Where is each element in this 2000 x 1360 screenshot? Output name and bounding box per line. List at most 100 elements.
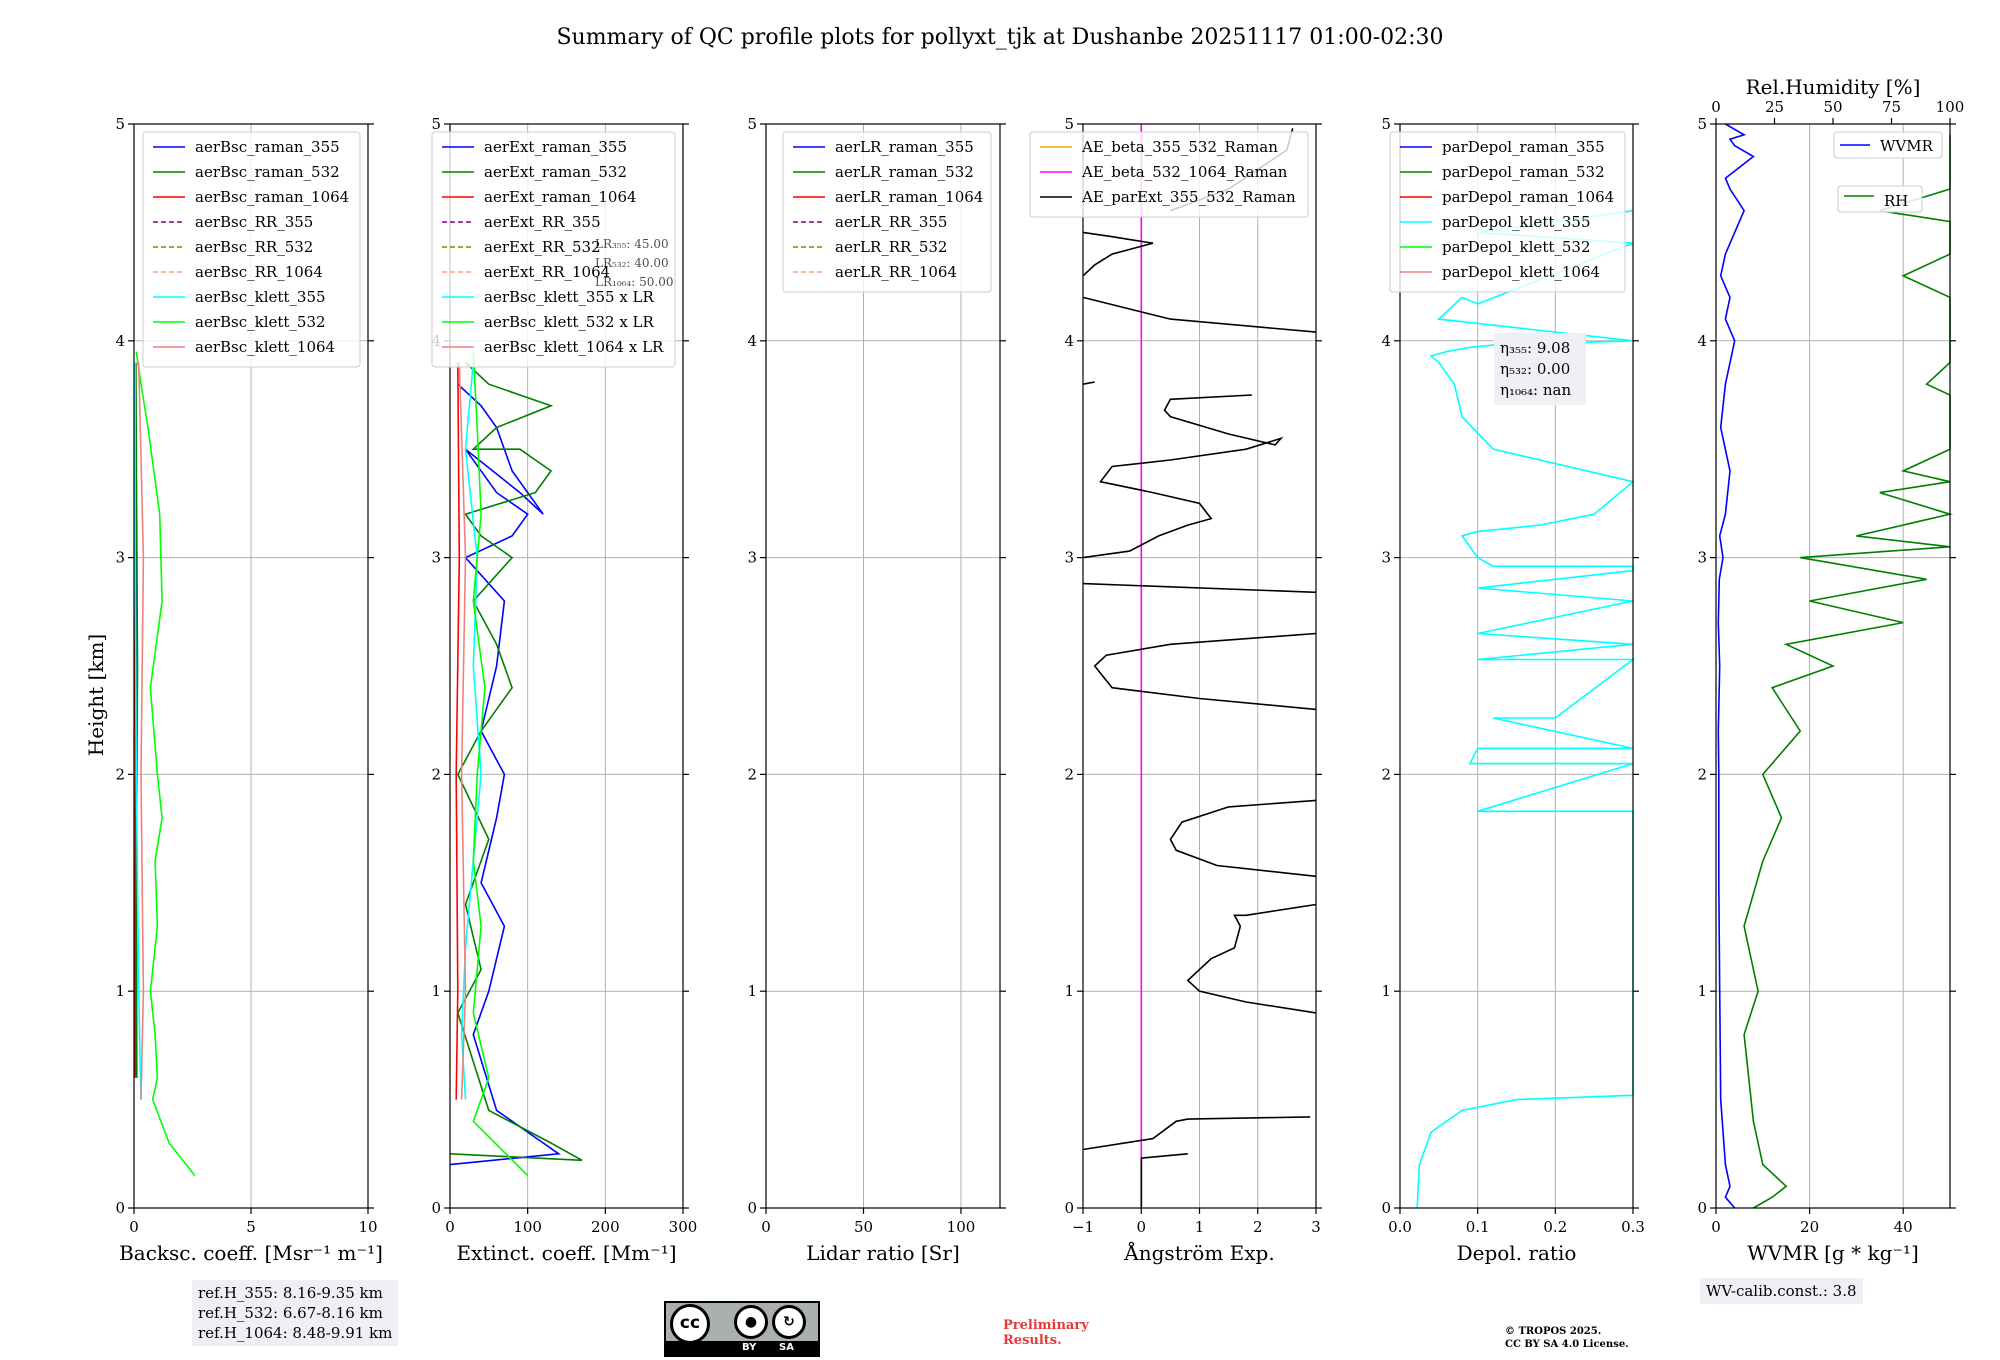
legend-entry: aerLR_raman_355 [835,138,974,156]
series-line-AE_parExt_355_532_Raman [1082,381,1095,385]
series-line-RH [1743,134,1954,1209]
series-line-aerBsc_klett_1064 x LR [458,362,467,1100]
axes-frame [765,123,1001,1209]
x-tick-label: 2 [1253,1218,1263,1236]
legend-entry: parDepol_raman_355 [1442,138,1605,156]
legend-entry: aerBsc_RR_355 [195,213,313,231]
legend-entry: aerLR_RR_1064 [835,263,957,281]
legend-box [431,131,676,368]
copyright-line-1: © TROPOS 2025. [1505,1326,1602,1337]
series-line-aerBsc_raman_532 [135,362,139,1078]
copyright-line-2: CC BY SA 4.0 License. [1505,1339,1629,1350]
series-line-aerBsc_klett_355 x LR [460,362,482,1100]
x-tick-label: 3 [1311,1218,1321,1236]
x-axis-label: Depol. ratio [1457,1241,1577,1265]
legend: aerExt_raman_355 aerExt_raman_532 aerExt_r… [431,131,676,368]
y-tick-label: 1 [1381,982,1391,1000]
legend-entry: aerLR_RR_532 [835,238,947,256]
attribution-person-icon: ● [734,1305,768,1339]
y-tick-label: 2 [431,765,441,783]
legend-entry: aerExt_RR_355 [484,213,601,231]
top-x-tick-label: 75 [1882,98,1901,116]
license-by-label: BY [742,1342,757,1353]
y-tick-label: 3 [1697,549,1707,567]
y-tick-label: 1 [1064,982,1074,1000]
x-tick-label: 40 [1894,1218,1913,1236]
ref-height-355: ref.H_355: 8.16-9.35 km [198,1284,383,1302]
legend-entry: aerExt_raman_1064 [484,188,637,206]
x-tick-label: 5 [246,1218,256,1236]
y-tick-label: 2 [1697,765,1707,783]
legend-entry: aerBsc_klett_1064 x LR [484,338,664,356]
x-tick-label: −1 [1072,1218,1094,1236]
cc-logo-icon: cc [670,1304,710,1344]
series-line-AE_parExt_355_532_Raman [1082,1116,1311,1151]
panel-extinction: 0123450100200300Extinct. coeff. [Mm⁻¹]ae… [431,115,697,1265]
legend-entry: aerBsc_raman_355 [195,138,340,156]
eta-label: η₃₅₅: 9.08 [1500,339,1570,357]
preliminary-line-2: Results. [1003,1333,1062,1348]
x-tick-label: 0 [445,1218,455,1236]
top-x-tick-label: 25 [1765,98,1784,116]
series-line-AE_parExt_355_532_Raman [1140,1153,1188,1208]
legend-box [1833,131,1943,159]
x-tick-label: 20 [1800,1218,1819,1236]
series-line-aerBsc_klett_355 [134,362,142,1100]
legend-entry: aerBsc_raman_1064 [195,188,349,206]
top-x-tick-label: 50 [1823,98,1842,116]
y-tick-label: 5 [115,115,125,133]
y-tick-label: 3 [431,549,441,567]
legend: WVMR RH [1833,131,1943,213]
legend: aerLR_raman_355 aerLR_raman_532 aerLR_rama… [782,131,992,293]
legend-box [1029,131,1309,218]
legend-entry: aerBsc_raman_532 [195,163,340,181]
eta-box-bg [1494,333,1586,405]
y-tick-label: 2 [1064,765,1074,783]
legend-entry: aerBsc_klett_532 x LR [484,313,655,331]
y-tick-label: 3 [115,549,125,567]
preliminary-results-note: Preliminary Results. [1003,1318,1089,1348]
series-line-aerBsc_klett_532 x LR [472,351,529,1177]
y-tick-label: 1 [1697,982,1707,1000]
series-line-AE_parExt_355_532_Raman [1082,394,1284,559]
series-line-AE_parExt_355_532_Raman [1186,903,1317,1014]
ref-height-1064: ref.H_1064: 8.48-9.91 km [198,1324,393,1342]
x-tick-label: 50 [854,1218,873,1236]
wv-calibration-constant: WV-calib.const.: 3.8 [1706,1282,1857,1300]
x-tick-label: 0 [761,1218,771,1236]
top-x-tick-label: 100 [1936,98,1965,116]
legend: aerBsc_raman_355 aerBsc_raman_532 aerBsc_r… [142,131,361,368]
y-tick-label: 0 [1064,1199,1074,1217]
series-line-WVMR [1717,123,1755,1209]
x-axis-label: WVMR [g * kg⁻¹] [1747,1241,1919,1265]
lidar-ratio-note: LR₁₀₆₄: 50.00 [595,275,673,289]
top-x-tick-label: 0 [1711,98,1721,116]
y-tick-label: 5 [1064,115,1074,133]
wv-calibration-box: WV-calib.const.: 3.8 [1700,1278,1863,1304]
y-tick-label: 4 [1697,332,1707,350]
lidar-ratio-note: LR₃₅₅: 45.00 [595,237,669,251]
legend-box [1389,131,1626,293]
legend: AE_beta_355_532_Raman AE_beta_532_1064_Ra… [1029,131,1309,218]
series-line-AE_parExt_355_532_Raman [1082,582,1317,594]
legend-entry: AE_parExt_355_532_Raman [1081,188,1296,206]
y-tick-label: 0 [1697,1199,1707,1217]
legend-entry: aerLR_raman_1064 [835,188,983,206]
legend-entry: aerBsc_klett_1064 [195,338,335,356]
x-tick-label: 300 [669,1218,698,1236]
series-line-AE_parExt_355_532_Raman [1082,296,1317,333]
legend-entry: aerExt_RR_532 [484,238,601,256]
legend-entry: AE_beta_355_532_Raman [1081,138,1278,156]
legend-entry: aerExt_raman_355 [484,138,627,156]
legend-entry: aerBsc_klett_532 [195,313,326,331]
series-line-aerExt_raman_355 [449,383,561,1166]
legend-entry: aerBsc_klett_355 [195,288,326,306]
panel-depolarization: 0 1 2 3 4 5 0.0 0.1 0.2 0.3 Depol. ratio parDepol_r… [1381,115,1644,1265]
legend-entry: aerLR_raman_532 [835,163,974,181]
y-tick-label: 0 [115,1199,125,1217]
